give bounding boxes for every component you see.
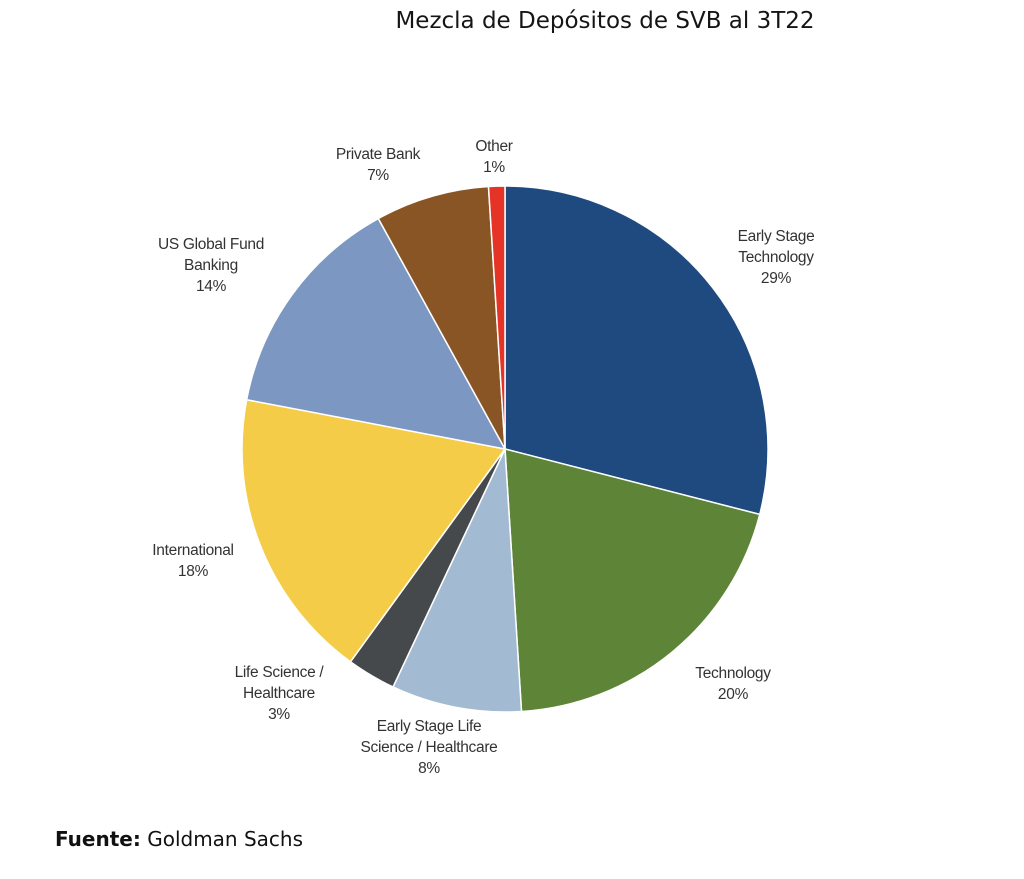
source-name: Goldman Sachs [147,827,304,851]
pie-slice-private-bank [377,185,506,450]
chart-title: Mezcla de Depósitos de SVB al 3T22 [395,8,815,34]
slice-label-us-global-fund-banking: US Global Fund Banking 14% [157,236,265,295]
slice-label-early-stage-technology: Early Stage Technology 29% [737,228,815,287]
slice-label-life-science: Life Science / Healthcare 3% [234,664,324,723]
source-label: Fuente: [55,827,141,851]
slice-label-other: Other 1% [475,138,513,176]
pie-slice-other [487,185,506,450]
pie-slice-technology [504,448,761,713]
pie-slice-early-stage-technology [504,185,769,516]
slice-label-international: International 18% [152,542,234,580]
pie-slice-international [241,398,507,663]
slice-label-early-stage-life-science: Early Stage Life Science / Healthcare 8% [360,718,498,777]
slice-label-technology: Technology 20% [695,665,771,703]
source-footer: Fuente: Goldman Sachs [55,827,303,851]
slice-label-private-bank: Private Bank 7% [335,146,421,184]
pie-slice-us-global-fund-banking [245,217,507,451]
pie-slice-early-stage-life-science-healthcare [392,448,523,713]
